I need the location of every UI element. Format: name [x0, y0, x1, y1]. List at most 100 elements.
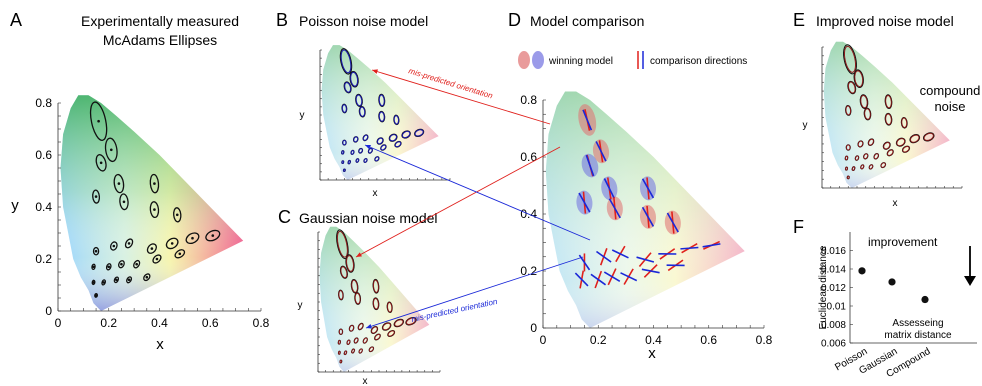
- arrow-d-to-c-blue-head: [366, 324, 372, 329]
- mcadams-ellipse: [873, 153, 879, 160]
- mcadams-ellipse: [868, 138, 874, 146]
- blue-direction: [666, 212, 679, 233]
- mcadams-ellipse: [338, 290, 344, 300]
- axes-a: 00 0.2 0.2 0.4 0.4 0.6 0.6 0.8 0.8: [35, 96, 269, 330]
- mcadams-ellipse: [885, 113, 892, 126]
- mcadams-ellipse: [358, 148, 363, 154]
- blue-direction: [641, 178, 655, 199]
- ellipse-center-dot: [92, 281, 95, 284]
- f-note-line2: matrix distance: [884, 330, 952, 341]
- ellipse-center-dot: [155, 257, 159, 261]
- y-tick-label: 0.6: [520, 150, 537, 164]
- f-data-point: [858, 267, 866, 275]
- mcadams-ellipse: [896, 138, 906, 147]
- blue-direction: [582, 109, 593, 131]
- x-axis-label-e: x: [893, 198, 898, 209]
- legend: winning model comparison directions: [518, 51, 747, 69]
- mcadams-ellipse: [347, 160, 351, 165]
- panel-f: F improvement Assesseing matrix distance…: [793, 217, 977, 380]
- mcadams-ellipse: [346, 255, 355, 272]
- model-ellipse: [884, 94, 893, 110]
- blue-direction: [603, 178, 615, 199]
- mcadams-ellipse: [358, 348, 363, 354]
- mcadams-ellipse: [113, 276, 120, 284]
- mcadams-ellipse: [349, 325, 355, 332]
- mcadams-ellipse: [374, 156, 380, 162]
- x-tick-label: 0: [540, 333, 547, 347]
- legend-red-swatch: [518, 51, 530, 69]
- ellipses-c-gaussian: [336, 229, 417, 364]
- mcadams-ellipse: [843, 45, 857, 73]
- blue-direction: [578, 192, 591, 213]
- ellipse-center-dot: [120, 262, 123, 266]
- axes-e: [821, 46, 963, 189]
- mcadams-ellipse: [374, 333, 381, 341]
- mcadams-ellipse: [863, 153, 869, 160]
- mcadams-ellipse: [336, 230, 348, 258]
- ellipse-center-dot: [92, 265, 95, 269]
- mcadams-ellipse: [923, 132, 934, 141]
- ellipse-center-dot: [178, 252, 182, 256]
- model-ellipse: [339, 48, 353, 75]
- panel-letter-c: C: [278, 207, 291, 227]
- mcadams-ellipse: [405, 317, 417, 325]
- mcadams-ellipse: [860, 164, 865, 170]
- mcadams-ellipse: [355, 158, 360, 163]
- legend-winning-label: winning model: [548, 56, 613, 67]
- panel-b: B Poisson noise model x y: [276, 10, 451, 199]
- compound-label-line1: compound: [920, 83, 981, 98]
- arrow-d-to-b: [371, 69, 551, 125]
- ellipse-center-dot: [115, 278, 118, 282]
- mcadams-ellipse: [844, 155, 849, 161]
- ellipse-center-dot: [153, 182, 156, 185]
- ellipse-center-dot: [135, 262, 138, 266]
- y-tick-label: 0.2: [35, 252, 52, 266]
- y-axis-label-b: y: [300, 110, 305, 121]
- x-tick-label: 0.4: [151, 316, 168, 330]
- ellipse-center-dot: [122, 200, 126, 204]
- legend-blue-swatch: [532, 51, 544, 69]
- ellipse-center-dot: [191, 236, 194, 240]
- panel-letter-b: B: [276, 10, 288, 30]
- improvement-label: improvement: [868, 235, 938, 249]
- improvement-arrow-head: [964, 276, 976, 286]
- mcadams-ellipse: [149, 173, 160, 194]
- mcadams-ellipse: [350, 150, 355, 155]
- blue-direction: [595, 141, 607, 162]
- mcadams-ellipse: [372, 279, 379, 293]
- x-tick-label: 0.6: [202, 316, 219, 330]
- mcadams-ellipse: [387, 330, 395, 337]
- mcadams-ellipse: [362, 134, 369, 141]
- mcadams-ellipse: [380, 144, 387, 151]
- y-tick-label: 0.8: [520, 93, 537, 107]
- panel-a-title-line1: Experimentally measured: [81, 13, 239, 29]
- ellipse-center-dot: [170, 242, 174, 245]
- x-tick-label: 0: [55, 316, 62, 330]
- mcadams-ellipse: [902, 145, 910, 153]
- mis-predicted-label-2: mis-predicted orientation: [411, 297, 499, 324]
- f-y-tick-label: 0.012: [821, 283, 846, 294]
- mcadams-ellipse: [149, 201, 160, 219]
- mcadams-ellipse: [378, 111, 385, 122]
- mcadams-ellipse: [343, 350, 347, 355]
- mcadams-ellipse: [126, 276, 133, 284]
- mcadams-ellipse: [340, 49, 352, 74]
- x-tick-label: 0.8: [756, 333, 773, 347]
- mcadams-ellipse: [92, 246, 100, 256]
- ellipse-center-dot: [211, 234, 215, 237]
- mcadams-ellipse: [105, 263, 112, 271]
- panel-b-title: Poisson noise model: [299, 13, 428, 29]
- blue-direction: [590, 273, 607, 286]
- blue-direction: [611, 249, 629, 259]
- ellipse-center-dot: [112, 244, 116, 248]
- x-tick-label: 0.2: [100, 316, 117, 330]
- model-ellipse: [884, 112, 893, 126]
- model-ellipse: [923, 132, 935, 142]
- blue-direction: [641, 268, 660, 274]
- mcadams-ellipse: [357, 323, 364, 330]
- panel-a-title-line2: McAdams Ellipses: [103, 32, 217, 48]
- y-tick-label: 0.2: [520, 264, 537, 278]
- connectors: [355, 69, 591, 329]
- panel-c-title: Gaussian noise model: [299, 210, 438, 226]
- mcadams-ellipse: [880, 162, 886, 168]
